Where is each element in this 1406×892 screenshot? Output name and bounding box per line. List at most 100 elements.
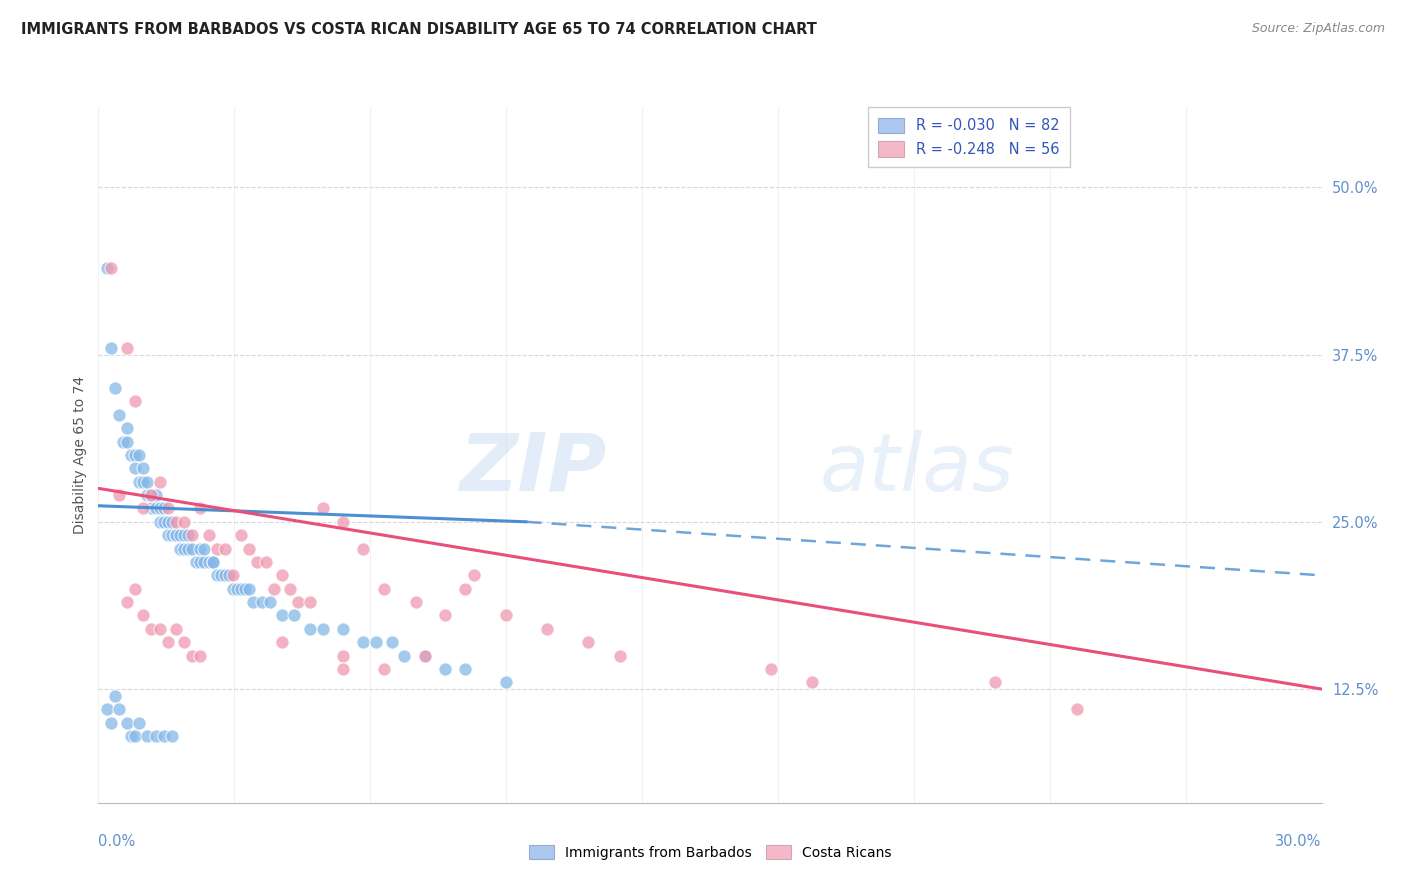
Point — [392, 648, 416, 663]
Point — [270, 568, 294, 582]
Point — [145, 501, 167, 516]
Point — [115, 715, 138, 730]
Point — [160, 515, 183, 529]
Point — [181, 541, 204, 556]
Point — [238, 582, 260, 596]
Point — [108, 702, 131, 716]
Point — [332, 648, 354, 663]
Point — [132, 501, 155, 516]
Point — [141, 501, 163, 516]
Text: atlas: atlas — [820, 430, 1015, 508]
Text: IMMIGRANTS FROM BARBADOS VS COSTA RICAN DISABILITY AGE 65 TO 74 CORRELATION CHAR: IMMIGRANTS FROM BARBADOS VS COSTA RICAN … — [21, 22, 817, 37]
Y-axis label: Disability Age 65 to 74: Disability Age 65 to 74 — [73, 376, 87, 534]
Text: ZIP: ZIP — [458, 430, 606, 508]
Point — [299, 622, 322, 636]
Point — [332, 662, 354, 676]
Point — [222, 568, 245, 582]
Point — [165, 528, 187, 542]
Point — [413, 648, 436, 663]
Point — [352, 541, 374, 556]
Point — [197, 528, 219, 542]
Point — [263, 582, 285, 596]
Point — [205, 541, 228, 556]
Point — [536, 622, 558, 636]
Point — [141, 622, 163, 636]
Point — [332, 622, 354, 636]
Point — [156, 501, 179, 516]
Point — [312, 622, 335, 636]
Point — [169, 528, 191, 542]
Point — [270, 608, 294, 623]
Point — [278, 582, 301, 596]
Point — [254, 555, 277, 569]
Point — [209, 568, 232, 582]
Point — [222, 582, 245, 596]
Point — [165, 515, 187, 529]
Point — [454, 662, 477, 676]
Point — [165, 528, 187, 542]
Point — [214, 541, 236, 556]
Point — [984, 675, 1007, 690]
Point — [100, 341, 122, 355]
Point — [218, 568, 240, 582]
Point — [181, 528, 204, 542]
Point — [136, 729, 159, 743]
Point — [132, 461, 155, 475]
Point — [156, 515, 179, 529]
Point — [152, 515, 174, 529]
Point — [115, 421, 138, 435]
Point — [188, 541, 212, 556]
Point — [165, 622, 187, 636]
Text: 30.0%: 30.0% — [1275, 834, 1322, 849]
Point — [173, 515, 195, 529]
Point — [373, 662, 395, 676]
Point — [186, 555, 208, 569]
Point — [201, 555, 224, 569]
Point — [96, 260, 118, 275]
Point — [124, 394, 146, 409]
Point — [352, 635, 374, 649]
Text: 0.0%: 0.0% — [98, 834, 135, 849]
Point — [145, 488, 167, 502]
Point — [173, 635, 195, 649]
Point — [108, 488, 131, 502]
Point — [188, 648, 212, 663]
Point — [495, 608, 517, 623]
Point — [124, 461, 146, 475]
Point — [149, 475, 172, 489]
Point — [100, 715, 122, 730]
Point — [434, 662, 457, 676]
Point — [132, 608, 155, 623]
Text: Source: ZipAtlas.com: Source: ZipAtlas.com — [1251, 22, 1385, 36]
Point — [149, 501, 172, 516]
Point — [156, 635, 179, 649]
Point — [128, 475, 150, 489]
Point — [152, 501, 174, 516]
Point — [136, 475, 159, 489]
Point — [801, 675, 824, 690]
Point — [124, 582, 146, 596]
Point — [136, 488, 159, 502]
Point — [120, 448, 142, 462]
Point — [495, 675, 517, 690]
Point — [141, 488, 163, 502]
Legend: R = -0.030   N = 82, R = -0.248   N = 56: R = -0.030 N = 82, R = -0.248 N = 56 — [868, 107, 1070, 167]
Point — [115, 341, 138, 355]
Point — [233, 582, 256, 596]
Point — [761, 662, 783, 676]
Point — [454, 582, 477, 596]
Point — [177, 528, 200, 542]
Point — [173, 528, 195, 542]
Point — [413, 648, 436, 663]
Point — [405, 595, 427, 609]
Point — [149, 622, 172, 636]
Point — [181, 648, 204, 663]
Point — [124, 729, 146, 743]
Point — [259, 595, 281, 609]
Point — [332, 515, 354, 529]
Point — [197, 555, 219, 569]
Point — [111, 434, 134, 449]
Point — [193, 541, 215, 556]
Point — [104, 689, 127, 703]
Point — [169, 541, 191, 556]
